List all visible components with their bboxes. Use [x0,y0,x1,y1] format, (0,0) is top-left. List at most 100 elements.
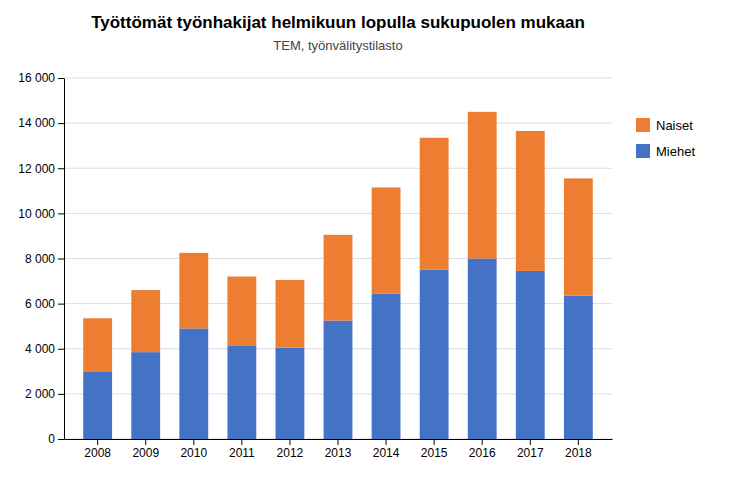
tick-label: 2 000 [25,387,55,401]
x-axis: 2008 2009 2010 2011 2012 2013 2014 2015 2016 2017… [65,439,613,460]
chart: Työttömät työnhakijat helmikuun lopulla … [0,0,752,479]
bar [324,321,353,439]
series [83,112,593,371]
tick: 14 000 [18,116,64,130]
tick: 2015 [421,439,448,460]
tick-label: 2014 [373,446,400,460]
bar [420,138,449,270]
legend-label: Miehet [656,144,695,159]
tick-label: 4 000 [25,342,55,356]
tick-label: 2008 [84,446,111,460]
tick-mark [58,123,64,124]
tick-mark [58,349,64,350]
legend-swatch [636,118,650,132]
grid-line [64,78,612,79]
bar [564,178,593,295]
bar [131,290,160,352]
tick-mark [97,439,98,445]
tick-label: 2010 [180,446,207,460]
bar [372,293,401,439]
tick-mark [434,439,435,445]
axis-line [64,79,65,440]
legend-swatch [636,144,650,158]
tick: 2009 [132,439,159,460]
tick: 2012 [277,439,304,460]
bar [276,348,305,439]
tick-label: 2011 [229,446,255,460]
tick: 12 000 [18,162,64,176]
tick-label: 2018 [565,446,592,460]
bar [83,318,112,371]
tick-label: 2017 [517,446,544,460]
tick-mark [58,259,64,260]
tick: 0 [48,432,64,446]
tick: 2 000 [25,387,64,401]
tick-mark [386,439,387,445]
tick-mark [58,168,64,169]
legend-label: Naiset [656,118,693,133]
tick-label: 14 000 [18,116,55,130]
tick: 10 000 [18,207,64,221]
tick: 4 000 [25,342,64,356]
tick-mark [193,439,194,445]
tick-label: 16 000 [18,71,55,85]
bar [324,235,353,321]
tick: 2016 [469,439,496,460]
tick: 2013 [325,439,352,460]
grid [64,78,612,439]
tick-mark [578,439,579,445]
bar [468,259,497,440]
tick-mark [58,394,64,395]
bar [564,296,593,439]
bar [179,253,208,329]
tick: 2014 [373,439,400,460]
bar [227,277,256,346]
bar [131,352,160,439]
tick-mark [58,304,64,305]
tick: 2017 [517,439,544,460]
legend-item: Miehet [636,144,695,159]
plot: 2008 2009 2010 2011 2012 2013 2014 2015 2016 2017… [18,71,612,459]
tick: 16 000 [18,71,64,85]
tick-mark [289,439,290,445]
bar [516,271,545,439]
tick-mark [58,78,64,79]
bar [468,112,497,259]
bar [179,328,208,439]
tick: 2010 [180,439,207,460]
legend-item: Naiset [636,118,693,133]
tick-label: 2009 [132,446,159,460]
tick-label: 12 000 [18,162,55,176]
tick-label: 2016 [469,446,496,460]
tick-mark [145,439,146,445]
tick-label: 0 [48,432,55,446]
tick-label: 10 000 [18,207,55,221]
tick-label: 8 000 [25,252,55,266]
tick: 2008 [84,439,111,460]
bar [372,187,401,293]
bars [83,112,593,439]
subtitle: TEM, työnvälitystilasto [273,38,402,53]
tick-label: 2012 [277,446,304,460]
tick: 6 000 [25,297,64,311]
tick-mark [58,439,64,440]
tick: 2018 [565,439,592,460]
title: Työttömät työnhakijat helmikuun lopulla … [91,13,585,32]
tick-mark [58,213,64,214]
tick-mark [338,439,339,445]
tick-mark [241,439,242,445]
bar [516,131,545,271]
tick: 8 000 [25,252,64,266]
tick-label: 6 000 [25,297,55,311]
tick: 2011 [229,439,255,460]
grid-line [64,123,612,124]
tick-mark [482,439,483,445]
tick-label: 2013 [325,446,352,460]
bar [227,345,256,439]
bar [420,270,449,439]
tick-label: 2015 [421,446,448,460]
y-axis: 0 2 000 4 000 6 000 8 000 10 000 12 000 14 000 1… [18,71,64,446]
legend: Naiset Miehet [636,118,695,159]
bar [83,371,112,439]
tick-mark [530,439,531,445]
